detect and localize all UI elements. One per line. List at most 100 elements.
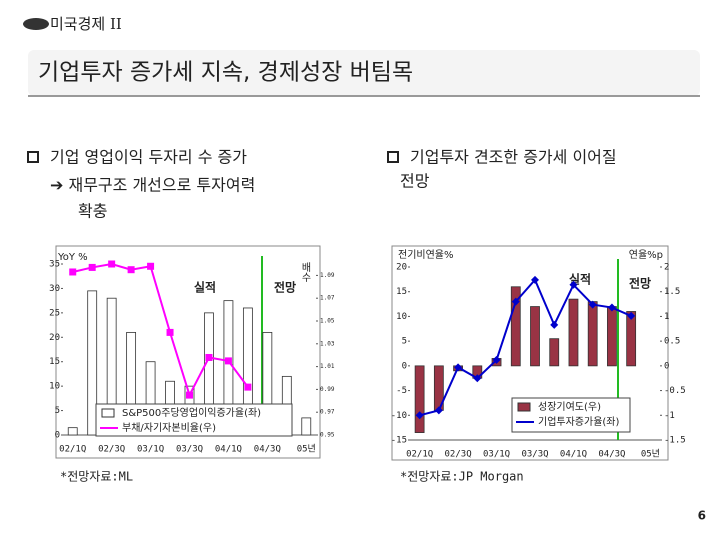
marker: [511, 297, 520, 306]
x-tick-label: 04/1Q: [560, 450, 587, 460]
bar: [587, 301, 598, 367]
legend-box: [95, 403, 293, 437]
marker: [127, 266, 135, 274]
y2-tick-label: -1: [664, 411, 675, 421]
y2-tick-label: 1.01: [320, 363, 335, 370]
y-tick-label: 25: [49, 308, 60, 318]
bar: [530, 306, 540, 367]
x-tick-label: 04/3Q: [598, 450, 625, 460]
bar: [568, 298, 579, 367]
marker: [434, 406, 443, 415]
bar: [414, 365, 425, 433]
marker: [454, 363, 463, 372]
section-title: 미국경제 II: [50, 15, 122, 33]
y-tick-label: -15: [391, 436, 407, 446]
y2-tick-label: -1.5: [664, 436, 686, 446]
marker: [627, 311, 636, 320]
x-tick-label: 05년: [641, 449, 660, 460]
title-bar: [28, 50, 700, 96]
y2-tick-label: 1.05: [320, 318, 335, 325]
y-tick-label: -5: [396, 386, 407, 396]
legend-swatch: [517, 402, 531, 412]
legend-label: S&P500주당영업이익증가율(좌): [122, 406, 261, 419]
bullet: 전망: [400, 172, 430, 191]
marker: [205, 353, 213, 361]
legend-label: 성장기여도(우): [538, 401, 601, 413]
marker: [147, 262, 155, 270]
y2-tick-label: 0.99: [320, 386, 335, 393]
line: [72, 262, 249, 398]
x-tick-label: 02/1Q: [406, 450, 433, 460]
marker: [244, 383, 252, 391]
x-tick-label: 04/1Q: [215, 445, 242, 455]
marker: [166, 328, 174, 336]
legend-label: 기업투자증가율(좌): [538, 415, 620, 428]
legend-label: 부채/자기자본비율(우): [122, 422, 216, 434]
page-number: 6: [698, 509, 706, 523]
x-tick-label: 03/1Q: [483, 450, 510, 460]
marker: [550, 320, 559, 329]
bullet-icon: [387, 151, 399, 163]
footnote: *전망자료:ML: [60, 470, 133, 484]
y2-tick-label: 0.95: [320, 432, 335, 439]
y2-axis-title: 연율%p: [629, 249, 663, 261]
x-tick-label: 02/3Q: [98, 445, 125, 455]
y2-axis-title: 배수: [299, 262, 311, 283]
x-tick-label: 03/1Q: [137, 445, 164, 455]
y2-tick-label: 2: [664, 263, 669, 273]
annotation: 전망: [274, 280, 296, 295]
footnote: *전망자료:JP Morgan: [400, 470, 524, 484]
bullet-icon: [27, 151, 39, 163]
y2-tick-label: 1: [664, 312, 669, 322]
y-tick-label: 5: [55, 406, 60, 416]
marker: [473, 374, 482, 383]
y-tick-label: 0: [402, 361, 407, 371]
slide-title: 기업투자 증가세 지속, 경제성장 버팀목: [38, 60, 413, 86]
marker: [69, 268, 77, 276]
y-tick-label: 20: [49, 333, 60, 343]
y-tick-label: 15: [396, 287, 407, 297]
y-tick-label: 0: [55, 431, 60, 441]
x-tick-label: 02/1Q: [59, 445, 86, 455]
bullet: 기업 영업이익 두자리 수 증가: [50, 148, 247, 167]
annotation: 전망: [629, 276, 651, 291]
x-tick-label: 04/3Q: [254, 445, 281, 455]
bar: [549, 338, 560, 367]
y-tick-label: 35: [49, 260, 60, 270]
y2-tick-label: 1.5: [664, 287, 680, 297]
x-tick-label: 03/3Q: [521, 450, 548, 460]
marker: [415, 411, 424, 420]
y-tick-label: 10: [49, 382, 60, 392]
marker: [569, 280, 578, 289]
marker: [186, 391, 193, 399]
marker: [607, 303, 616, 312]
bar: [301, 417, 312, 436]
marker: [531, 275, 539, 284]
y-axis-title: 전기비연율%: [398, 249, 454, 261]
bar: [510, 286, 521, 367]
bar: [87, 290, 98, 436]
y2-tick-label: -0.5: [664, 386, 686, 396]
x-tick-label: 05년: [297, 444, 316, 455]
bullet: 기업투자 견조한 증가세 이어질: [410, 148, 617, 167]
y2-tick-label: 0: [664, 361, 669, 371]
y2-tick-label: 1.03: [320, 340, 335, 347]
y-tick-label: 5: [402, 337, 407, 347]
bullet: 확충: [78, 202, 107, 221]
y-tick-label: -10: [391, 411, 407, 421]
y-tick-label: 15: [49, 357, 60, 367]
y2-tick-label: 0.97: [320, 409, 335, 416]
marker: [108, 260, 116, 268]
x-tick-label: 03/3Q: [176, 445, 203, 455]
bar: [626, 311, 637, 367]
bar: [67, 427, 78, 436]
bar: [607, 306, 617, 367]
marker: [492, 355, 501, 364]
y-axis-title: YoY %: [57, 252, 88, 263]
legend-box: [511, 397, 631, 433]
marker: [88, 263, 96, 271]
y2-tick-label: 1.09: [320, 272, 335, 279]
y-tick-label: 20: [396, 263, 407, 273]
y2-tick-label: 0.5: [664, 337, 680, 347]
